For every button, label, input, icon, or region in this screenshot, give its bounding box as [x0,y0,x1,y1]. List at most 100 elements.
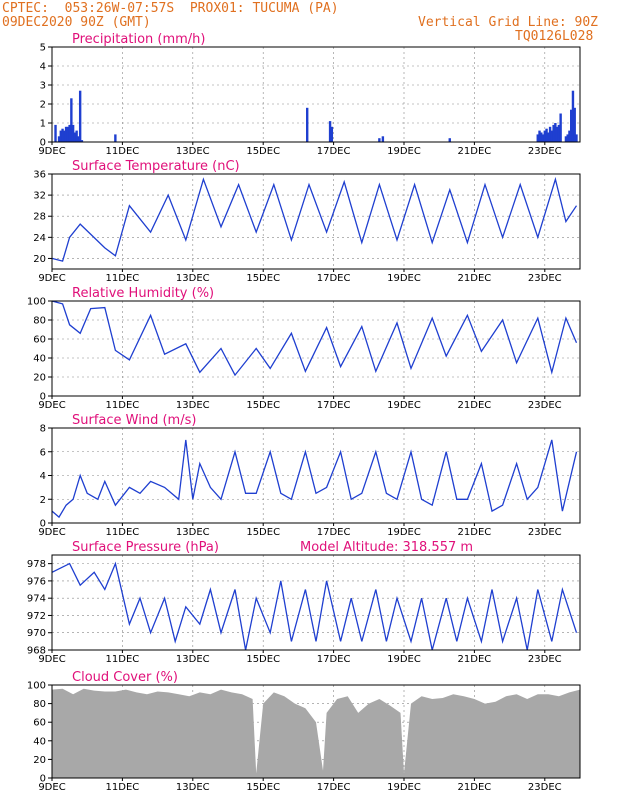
precip-xtick-label: 11DEC [106,146,140,157]
rh-xtick-label: 15DEC [246,400,280,411]
precip-xtick-label: 19DEC [387,146,421,157]
press-ytick-label: 970 [27,628,46,639]
temp-series-line [51,176,578,262]
header-grid-note: Vertical Grid Line: 90Z [418,15,599,30]
temp-xtick-label: 13DEC [176,273,210,284]
temp-ytick-label: 24 [33,233,46,244]
precip-bar [570,109,573,142]
precip-xtick-label: 9DEC [38,146,65,157]
temp-xtick-label: 21DEC [458,273,492,284]
temp-frame [51,173,581,270]
cloud-xtick-label: 9DEC [38,782,65,793]
precip-frame [51,46,581,143]
press-xtick-label: 15DEC [246,654,280,665]
press-xtick-label: 9DEC [38,654,65,665]
press-frame [51,554,581,651]
precip-xtick-label: 21DEC [458,146,492,157]
temp-ytick-label: 36 [33,170,46,181]
precip-xtick-label: 13DEC [176,146,210,157]
cloud-title: Cloud Cover (%) [72,670,178,685]
rh-ytick-label: 0 [40,392,46,403]
precip-bar [550,130,554,142]
header-station: CPTEC: 053:26W-07:57S PROX01: TUCUMA (PA… [2,1,339,16]
rh-xtick-label: 23DEC [528,400,562,411]
precip-bar [114,134,117,142]
precip-ytick-label: 4 [40,62,46,73]
precip-bar [566,134,569,142]
temp-ytick-label: 20 [33,254,46,265]
precip-bar [448,138,451,142]
precip-bar [564,136,568,142]
press-title: Surface Pressure (hPa) [72,540,219,555]
press-ytick-label: 968 [27,646,46,657]
precip-bar [541,134,545,142]
rh-xtick-label: 9DEC [38,400,65,411]
precip-ytick-label: 2 [40,100,46,111]
precip-bar [540,132,543,142]
temp-xtick-label: 11DEC [106,273,140,284]
cloud-ytick-label: 60 [33,718,46,729]
rh-xtick-label: 11DEC [106,400,140,411]
precip-bar [80,140,84,142]
wind-xtick-label: 15DEC [246,527,280,538]
precip-bar [554,123,557,142]
precip-xtick-label: 17DEC [317,146,351,157]
precip-bar [536,134,539,142]
rh-xtick-label: 19DEC [387,400,421,411]
cloud-ytick-label: 0 [40,774,46,785]
press-xtick-label: 21DEC [458,654,492,665]
wind-xtick-label: 11DEC [106,527,140,538]
precip-bar [378,138,381,142]
precip-bar [575,134,578,142]
precip-bar [73,132,77,142]
temp-title: Surface Temperature (nC) [72,159,240,174]
precip-bar [66,126,70,142]
precip-ytick-label: 1 [40,119,46,130]
cloud-area [52,688,580,778]
cloud-xtick-label: 17DEC [317,782,351,793]
temp-xtick-label: 23DEC [528,273,562,284]
cloud-xtick-label: 11DEC [106,782,140,793]
wind-xtick-label: 23DEC [528,527,562,538]
rh-ytick-label: 20 [33,373,46,384]
cloud-xtick-label: 13DEC [176,782,210,793]
wind-ytick-label: 4 [40,471,46,482]
precip-bar [573,107,576,142]
precip-bar [547,132,550,142]
cloud-xtick-label: 21DEC [458,782,492,793]
rh-xtick-label: 21DEC [458,400,492,411]
precip-bar [330,126,334,142]
precip-bar [568,130,571,142]
wind-xtick-label: 9DEC [38,527,65,538]
wind-xtick-label: 19DEC [387,527,421,538]
precip-bar [57,136,61,142]
rh-ytick-label: 100 [27,297,46,308]
precip-bar [538,130,541,142]
precip-bar [70,98,73,142]
wind-xtick-label: 21DEC [458,527,492,538]
precip-bar [77,136,80,142]
cloud-ytick-label: 20 [33,755,46,766]
wind-xtick-label: 17DEC [317,527,351,538]
press-ytick-label: 976 [27,576,46,587]
precip-bar [559,113,562,142]
wind-series-line [51,439,578,519]
temp-ytick-label: 32 [33,191,46,202]
precip-bar [59,130,62,142]
cloud-xtick-label: 15DEC [246,782,280,793]
press-xtick-label: 17DEC [317,654,351,665]
rh-ytick-label: 40 [33,354,46,365]
precip-bar [71,124,75,142]
precip-bar [306,107,309,142]
rh-title: Relative Humidity (%) [72,286,214,301]
precip-bar [571,90,575,142]
press-ytick-label: 974 [27,594,46,605]
cloud-xtick-label: 19DEC [387,782,421,793]
precip-ytick-label: 3 [40,81,46,92]
cloud-ytick-label: 40 [33,736,46,747]
precip-bar [545,128,548,142]
temp-ytick-label: 28 [33,212,46,223]
precip-bar [328,121,332,142]
precip-bar [75,130,78,142]
